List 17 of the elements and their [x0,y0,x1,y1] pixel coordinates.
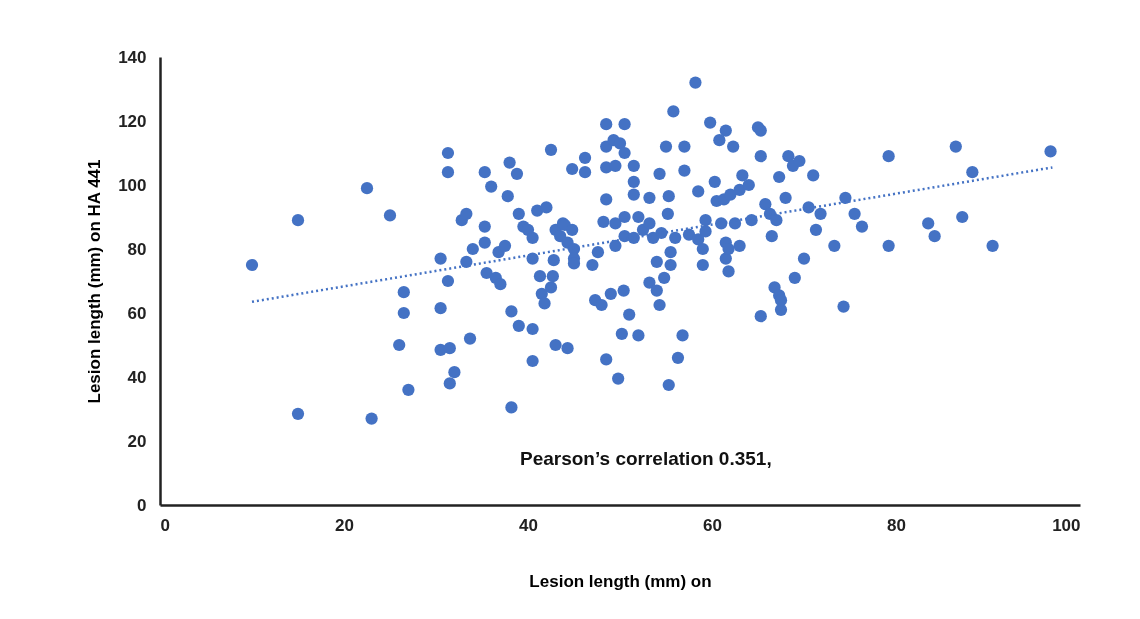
x-tick-label: 100 [1052,515,1081,535]
x-tick-label: 80 [887,515,906,535]
x-tick-label: 40 [519,515,538,535]
y-tick-label: 100 [118,175,147,195]
y-tick-label: 140 [118,47,147,67]
x-axis-title: Lesion length (mm) on [529,571,712,591]
y-tick-label: 80 [127,239,147,259]
y-axis-title: Lesion length (mm) on HA 441 [85,159,105,404]
x-tick-label: 0 [160,515,170,535]
y-tick-label: 20 [127,431,147,451]
y-tick-label: 120 [118,111,147,131]
x-tick-label: 60 [703,515,722,535]
y-tick-label: 0 [137,495,147,515]
x-tick-label: 20 [335,515,354,535]
y-tick-label: 60 [127,303,147,323]
annotation: Pearson’s correlation 0.351, [520,448,772,469]
y-tick-label: 40 [127,367,147,387]
